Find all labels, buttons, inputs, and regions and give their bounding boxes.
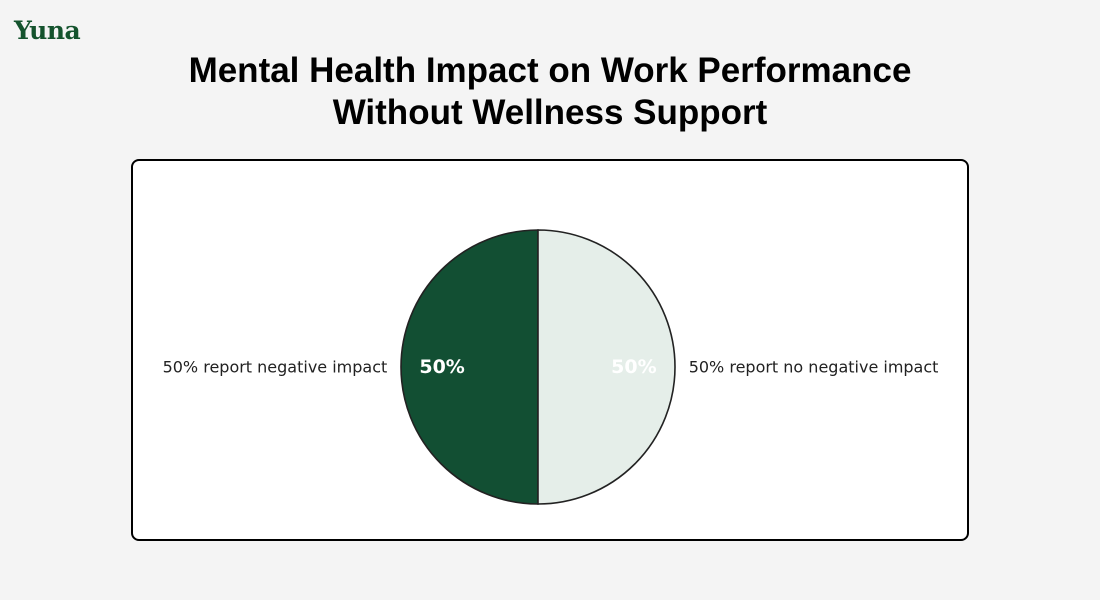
pie-slice-1 (400, 229, 539, 505)
page-title: Mental Health Impact on Work Performance… (0, 50, 1100, 134)
page-title-line-1: Mental Health Impact on Work Performance (188, 51, 912, 90)
pie-slice-1-category-label: 50% report negative impact (163, 358, 388, 377)
pie-chart: 50% 50% report negative impact 50% 50% repo… (163, 229, 939, 505)
brand-logo: Yuna (14, 16, 81, 45)
chart-card: 50% 50% report negative impact 50% 50% repo… (131, 159, 969, 541)
page-title-line-2: Without Wellness Support (332, 93, 768, 132)
pie-slice-1-percent-label: 50% (419, 356, 464, 378)
pie-slice-2-percent-label: 50% (611, 356, 656, 378)
pie-slice-2-category-label: 50% report no negative impact (689, 358, 939, 377)
pie-slice-2 (537, 229, 676, 505)
